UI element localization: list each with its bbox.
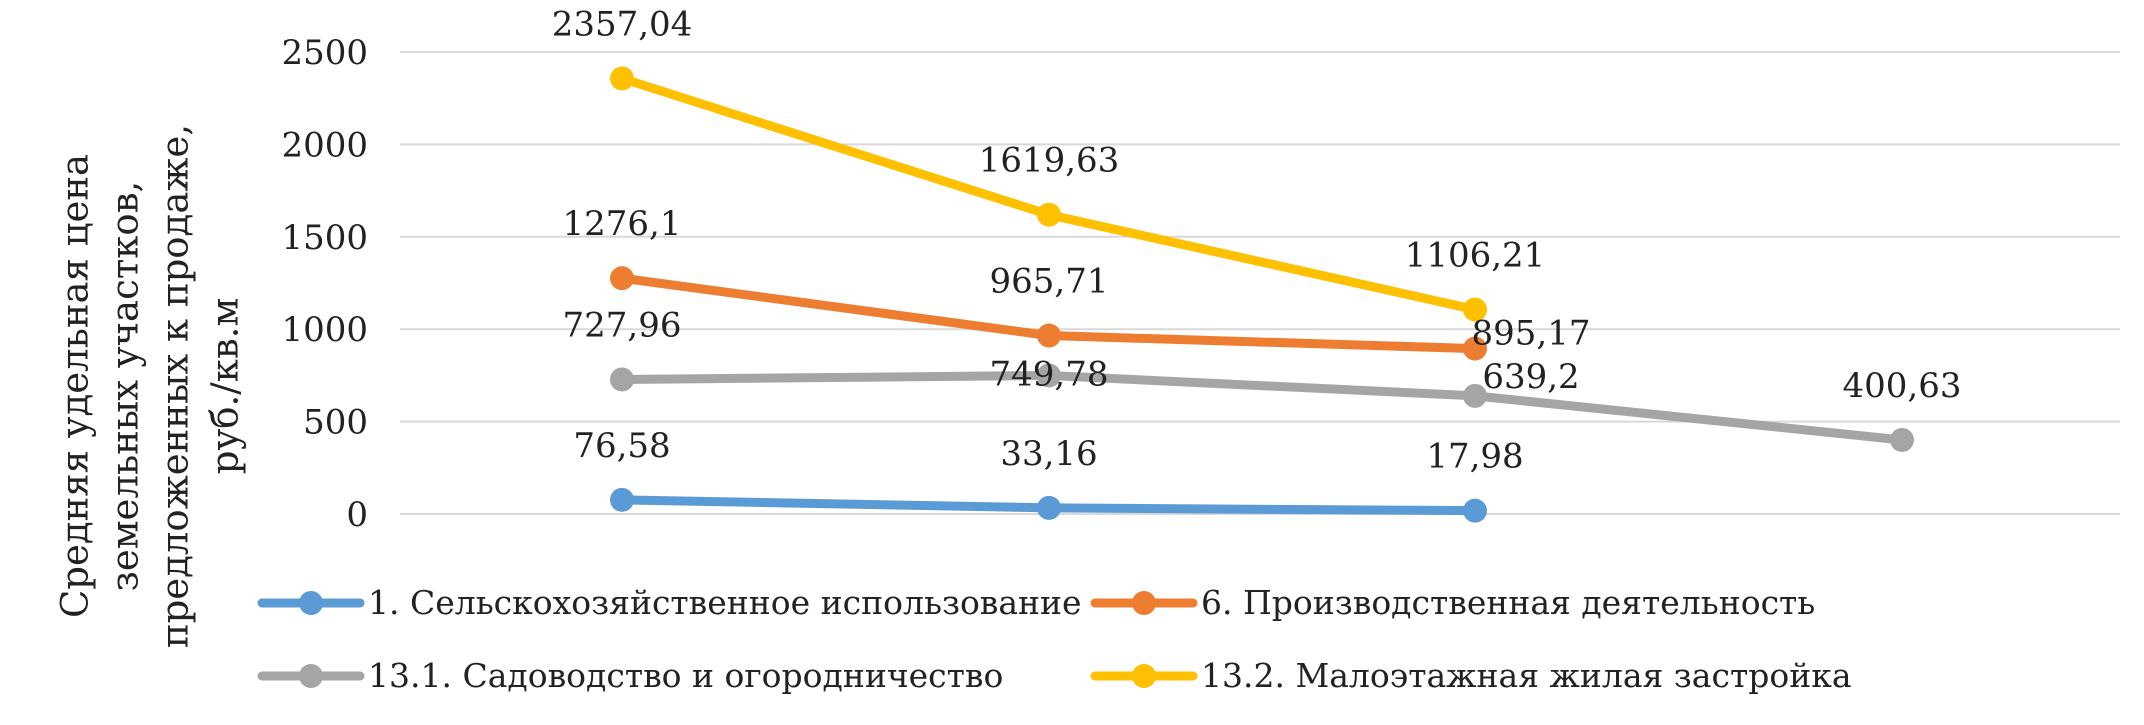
legend-label: 13.1. Садоводство и огородничество [368, 656, 1003, 695]
y-axis-title: Средняя удельная цена земельных участков,… [54, 124, 247, 648]
data-point-marker [1037, 363, 1061, 388]
data-point-marker [610, 487, 634, 512]
series-1 [610, 487, 1487, 523]
data-label: 76,58 [573, 426, 670, 466]
data-point-marker [1037, 323, 1061, 348]
legend-item: 1. Сельскохозяйственное использование [257, 583, 1082, 622]
series-3 [610, 363, 1914, 452]
legend-marker [1132, 664, 1156, 688]
legend-label: 1. Сельскохозяйственное использование [368, 583, 1082, 622]
legend: 1. Сельскохозяйственное использование 6. … [257, 583, 1852, 695]
data-label: 1106,21 [1405, 236, 1546, 276]
data-label: 400,63 [1843, 366, 1962, 406]
y-tick-label: 2000 [281, 125, 368, 165]
data-label: 17,98 [1426, 437, 1523, 477]
y-axis-title-line: руб./кв.м [204, 298, 247, 474]
data-label: 2357,04 [552, 4, 693, 44]
data-point-marker [1463, 336, 1487, 361]
data-point-marker [1463, 297, 1487, 322]
legend-marker [299, 664, 323, 688]
legend-label: 13.2. Малоэтажная жилая застройка [1201, 656, 1852, 695]
legend-item: 6. Производственная деятельность [1090, 583, 1815, 622]
data-label: 1619,63 [979, 141, 1120, 181]
data-label: 965,71 [990, 262, 1109, 302]
data-point-marker [1890, 427, 1914, 452]
legend-marker [1132, 591, 1156, 615]
legend-item: 13.2. Малоэтажная жилая застройка [1090, 656, 1852, 695]
y-axis-title-line: земельных участков, [104, 181, 147, 592]
data-point-marker [610, 266, 634, 291]
gridlines [400, 51, 2120, 515]
data-labels: 76,58 33,16 17,98 1276,1 965,71 895,17 727,96 7… [552, 4, 1962, 476]
legend-label: 6. Производственная деятельность [1201, 583, 1815, 622]
data-point-marker [1463, 498, 1487, 523]
series-line [617, 370, 1907, 445]
data-label: 727,96 [563, 305, 682, 345]
y-tick-label: 1000 [281, 310, 368, 350]
series-lines [610, 66, 1914, 523]
data-label: 749,78 [990, 354, 1109, 394]
legend-marker [299, 591, 323, 615]
legend-item: 13.1. Садоводство и огородничество [257, 656, 1003, 695]
data-label: 33,16 [1000, 434, 1097, 474]
y-axis-tick-labels: 0 500 1000 1500 2000 2500 [281, 33, 368, 535]
series-2 [610, 266, 1487, 361]
data-label: 639,2 [1482, 357, 1579, 397]
data-label: 1276,1 [563, 204, 682, 244]
y-tick-label: 2500 [281, 33, 368, 73]
data-point-marker [1463, 383, 1487, 408]
y-axis-title-line: Средняя удельная цена [54, 154, 97, 618]
y-tick-label: 500 [303, 403, 368, 443]
data-label: 895,17 [1472, 314, 1591, 354]
series-4 [610, 66, 1487, 322]
y-tick-label: 1500 [281, 218, 368, 258]
data-point-marker [1037, 202, 1061, 227]
y-tick-label: 0 [346, 495, 368, 535]
data-point-marker [610, 367, 634, 392]
data-point-marker [610, 66, 634, 91]
data-point-marker [1037, 495, 1061, 520]
y-axis-title-line: предложенных к продаже, [154, 124, 197, 648]
